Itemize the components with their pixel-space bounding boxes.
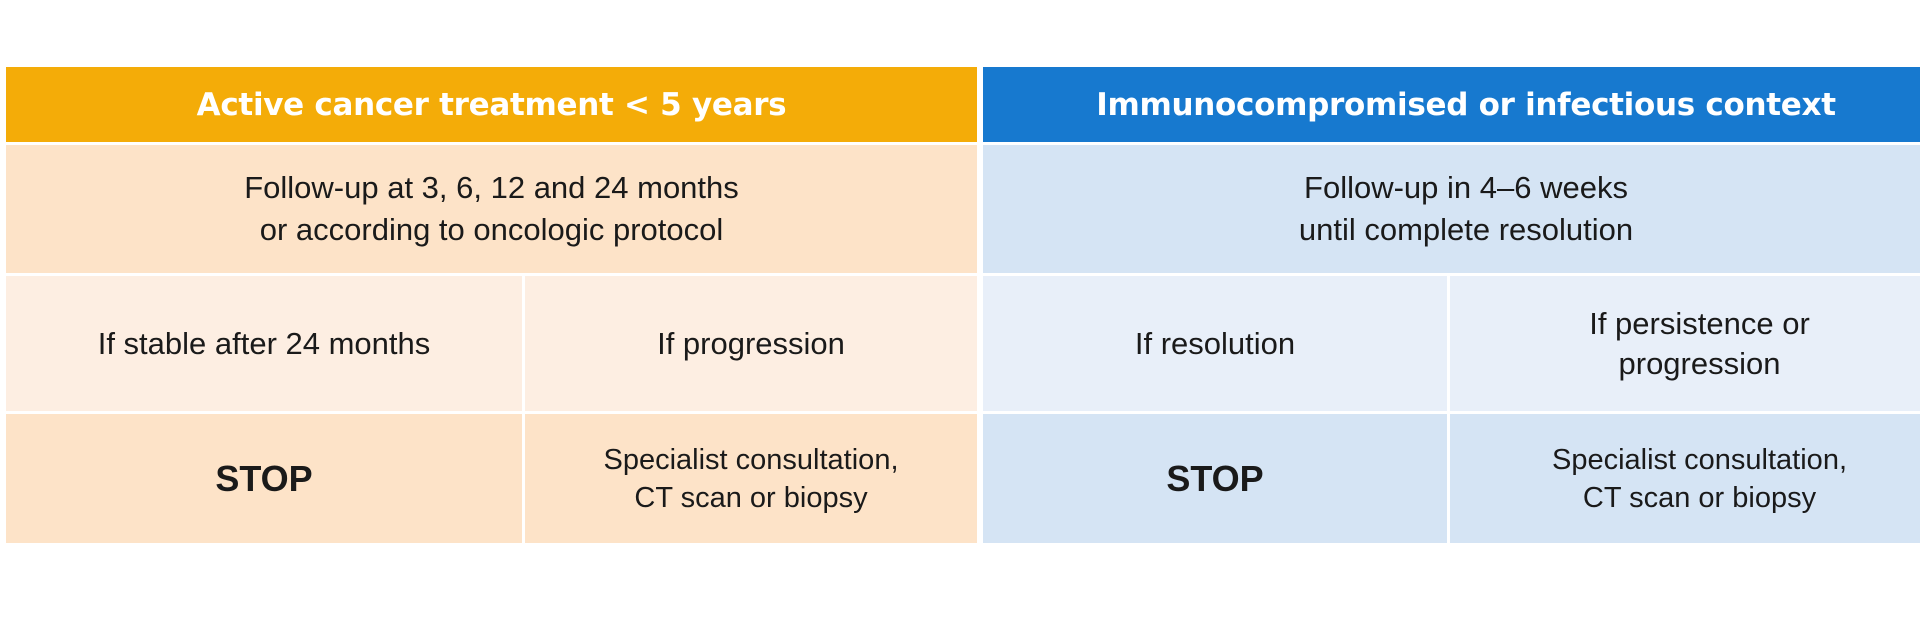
infectious-condition-persistence-line1: If persistence or bbox=[1589, 305, 1810, 341]
infectious-action-specialist: Specialist consultation, CT scan or biop… bbox=[1450, 414, 1920, 543]
cancer-header: Active cancer treatment < 5 years bbox=[6, 67, 977, 142]
infectious-conditions-row: If resolution If persistence or progress… bbox=[983, 276, 1920, 411]
infectious-actions-row: STOP Specialist consultation, CT scan or… bbox=[983, 414, 1920, 543]
cancer-conditions-row: If stable after 24 months If progression bbox=[6, 276, 977, 411]
infectious-followup-line1: Follow-up in 4–6 weeks bbox=[1304, 170, 1628, 205]
infectious-followup-line2: until complete resolution bbox=[1298, 212, 1634, 247]
cancer-actions-row: STOP Specialist consultation, CT scan or… bbox=[6, 414, 977, 543]
infectious-condition-persistence-line2: progression bbox=[1618, 345, 1781, 381]
infectious-action-stop: STOP bbox=[983, 414, 1447, 543]
cancer-followup-line1: Follow-up at 3, 6, 12 and 24 months bbox=[244, 170, 739, 205]
infectious-condition-resolution: If resolution bbox=[983, 276, 1447, 411]
infectious-panel: Immunocompromised or infectious context … bbox=[983, 67, 1920, 543]
infectious-condition-persistence: If persistence or progression bbox=[1450, 276, 1920, 411]
cancer-panel: Active cancer treatment < 5 years Follow… bbox=[6, 67, 977, 543]
cancer-action-specialist-line2: CT scan or biopsy bbox=[634, 481, 868, 514]
cancer-condition-stable: If stable after 24 months bbox=[6, 276, 522, 411]
cancer-action-specialist-line1: Specialist consultation, bbox=[603, 443, 899, 476]
infectious-action-specialist-line2: CT scan or biopsy bbox=[1582, 481, 1817, 514]
cancer-action-stop: STOP bbox=[6, 414, 522, 543]
cancer-followup-box: Follow-up at 3, 6, 12 and 24 months or a… bbox=[6, 145, 977, 273]
infectious-action-specialist-line1: Specialist consultation, bbox=[1552, 443, 1847, 476]
follow-up-decision-table: Active cancer treatment < 5 years Follow… bbox=[6, 67, 1920, 543]
infectious-header: Immunocompromised or infectious context bbox=[983, 67, 1920, 142]
cancer-condition-progression: If progression bbox=[525, 276, 977, 411]
cancer-followup-line2: or according to oncologic protocol bbox=[259, 212, 724, 247]
cancer-action-specialist: Specialist consultation, CT scan or biop… bbox=[525, 414, 977, 543]
infectious-followup-box: Follow-up in 4–6 weeks until complete re… bbox=[983, 145, 1920, 273]
